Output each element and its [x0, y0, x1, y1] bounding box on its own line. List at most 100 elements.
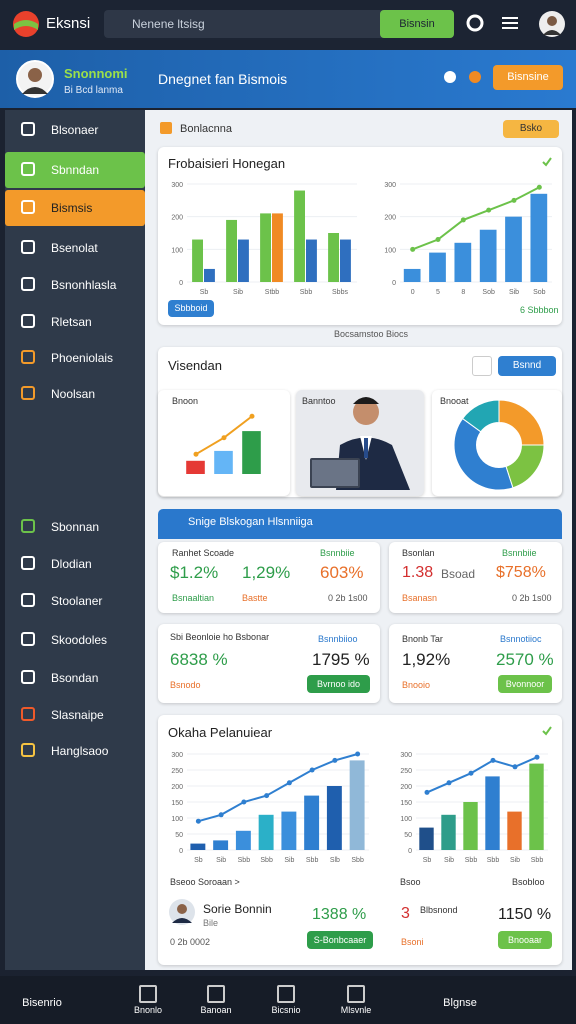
perf-number: 3 — [401, 905, 410, 922]
nav-label: Mlsvnle — [340, 1005, 372, 1015]
sidebar-icon — [21, 277, 35, 291]
stat-tag: Bsnnbiioo — [318, 634, 358, 644]
point — [410, 246, 416, 252]
stat-tag: Bsnnbiie — [320, 548, 355, 558]
y-tick-label: 200 — [400, 784, 412, 791]
x-tick-label: Sob — [482, 289, 495, 296]
perf-footer: Bsoni — [401, 937, 424, 947]
perf-button[interactable]: Bnooaar — [498, 931, 552, 949]
bar — [213, 840, 229, 850]
chart: 0 50 100 150 200 250 300 Sb Sib Sbb Sbb Sib Sbb Slb Sb… — [171, 751, 369, 864]
menu-icon[interactable] — [502, 15, 518, 31]
sidebar-item[interactable]: Phoeniolais — [5, 340, 145, 376]
sidebar-item[interactable]: Bsenolat — [5, 230, 145, 266]
stat-title: Sbi Beonloie ho Bsbonar — [170, 632, 270, 642]
bar — [529, 763, 544, 850]
stat-footer: 0 2b 1s00 — [512, 593, 552, 603]
sub-title: Bnooat — [440, 396, 469, 406]
sidebar-item[interactable]: Hanglsaoo — [5, 733, 145, 769]
alert-icon[interactable] — [468, 70, 482, 84]
bar — [238, 239, 249, 282]
caption: Bocsamstoo Biocs — [334, 329, 409, 339]
stat-footer: Bsanasn — [402, 593, 438, 603]
stat-button[interactable]: Bvrnoo ido — [307, 675, 370, 693]
sidebar-item[interactable]: Bsondan — [5, 660, 145, 696]
nav-item[interactable]: Bicsnio — [246, 985, 326, 1015]
nav-icon — [277, 985, 295, 1003]
logo-icon — [13, 11, 39, 37]
y-tick-label: 200 — [384, 215, 396, 222]
nav-item[interactable]: Banoan — [176, 985, 256, 1015]
y-tick-label: 300 — [400, 752, 412, 759]
sidebar-item[interactable]: Skoodoles — [5, 622, 145, 658]
search-button[interactable]: Bisnsin — [380, 10, 454, 38]
card-button[interactable]: Sbbboid — [168, 300, 214, 317]
cloud-icon[interactable] — [442, 69, 458, 85]
card-title: Visendan — [168, 358, 222, 373]
bar — [214, 450, 233, 474]
chart — [453, 399, 545, 491]
sidebar-label: Blsonaer — [51, 123, 99, 137]
point — [241, 799, 247, 805]
nav-label: Bicsnio — [271, 1005, 301, 1015]
sidebar-label: Stoolaner — [51, 594, 103, 608]
sub-card — [158, 390, 290, 496]
y-tick-label: 300 — [171, 182, 183, 189]
x-tick-label: Sbb — [531, 857, 544, 864]
icon-button[interactable] — [472, 356, 492, 376]
nav-item[interactable]: Bisenrio — [2, 985, 82, 1021]
bar — [192, 239, 203, 282]
toolbar-button[interactable]: Bsko — [503, 120, 559, 138]
settings-icon[interactable] — [466, 14, 484, 32]
stat-value: 1.38 — [402, 564, 434, 581]
nav-icon — [347, 985, 365, 1003]
nav-label: Banoan — [200, 1005, 232, 1015]
stats-title: Snige Blskogan Hlsnniiga — [188, 516, 313, 528]
sidebar-icon — [21, 162, 35, 176]
point — [218, 812, 224, 818]
sidebar-label: Bsenolat — [51, 241, 98, 255]
user-name: Snonnomi — [64, 66, 128, 81]
sidebar-icon — [21, 200, 35, 214]
perf-button[interactable]: S-Bonbcaaer — [307, 931, 373, 949]
stat-footer: Bastte — [242, 593, 268, 603]
x-tick-label: Sib — [509, 289, 519, 296]
tab-label[interactable]: Bonlacnna — [180, 123, 232, 135]
x-tick-label: Sbb — [306, 857, 319, 864]
header-button[interactable]: Bisnsine — [493, 65, 563, 90]
sidebar-item[interactable]: Blsonaer — [5, 112, 145, 148]
nav-item[interactable]: Blgnse — [420, 985, 500, 1021]
point — [460, 217, 466, 223]
point — [536, 184, 542, 190]
bar — [454, 242, 472, 282]
y-tick-label: 100 — [171, 816, 183, 823]
person-photo — [310, 397, 410, 490]
sidebar-item[interactable]: Sbonnan — [5, 509, 145, 545]
avatar[interactable] — [538, 10, 566, 38]
sidebar-item[interactable]: Stoolaner — [5, 583, 145, 619]
perf-sub: Blbsnond — [420, 905, 458, 915]
nav-item[interactable]: Bnonlo — [108, 985, 188, 1015]
bar — [463, 802, 478, 850]
card-button[interactable]: Bsnnd — [498, 356, 556, 376]
page-title: Dnegnet fan Bismois — [158, 71, 288, 87]
sidebar-item[interactable]: Bismsis — [5, 190, 145, 226]
bottom-nav — [0, 976, 576, 1024]
sidebar-item[interactable]: Dlodian — [5, 546, 145, 582]
stat-button[interactable]: Bvonnoor — [498, 675, 552, 693]
sidebar-item[interactable]: Rletsan — [5, 304, 145, 340]
nav-item[interactable]: Mlsvnle — [316, 985, 396, 1015]
y-tick-label: 100 — [384, 247, 396, 254]
sidebar-item[interactable]: Noolsan — [5, 376, 145, 412]
bar — [441, 814, 456, 850]
sidebar-item[interactable]: Sbnndan — [5, 152, 145, 188]
sidebar-item[interactable]: Slasnaipe — [5, 697, 145, 733]
donut-slice — [453, 417, 514, 491]
bar — [258, 814, 274, 850]
point — [490, 757, 496, 763]
nav-icon — [207, 985, 225, 1003]
sidebar-item[interactable]: Bsnonhlasla — [5, 267, 145, 303]
x-tick-label: Sb — [200, 289, 209, 296]
link[interactable]: Bseoo Soroaan > — [170, 877, 240, 887]
card-link[interactable]: 6 Sbbbon — [520, 305, 559, 315]
